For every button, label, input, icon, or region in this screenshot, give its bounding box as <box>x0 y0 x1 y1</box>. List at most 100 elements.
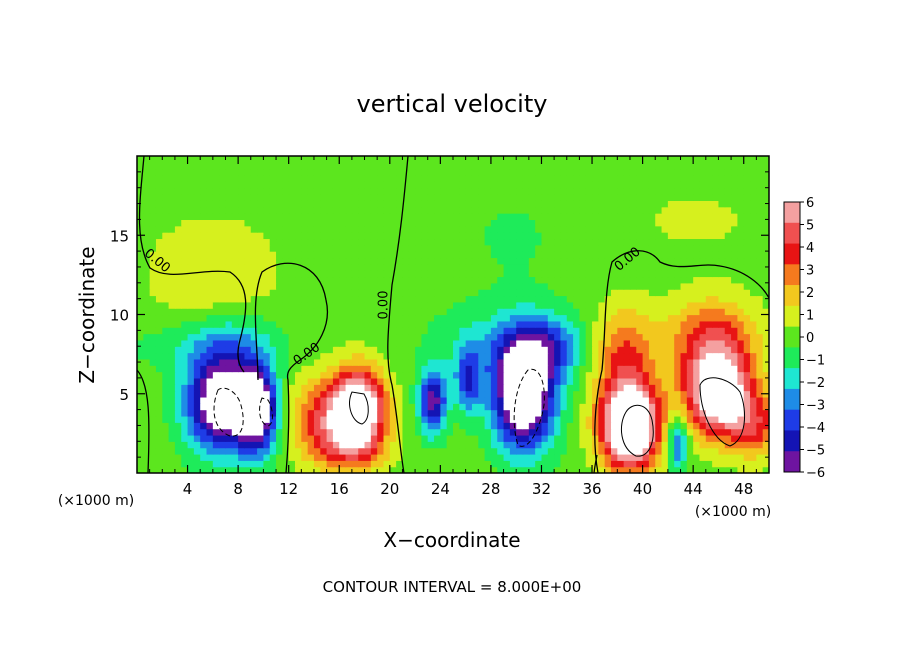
field-cell <box>219 232 227 240</box>
field-cell <box>623 314 631 322</box>
field-cell <box>579 434 587 442</box>
field-cell <box>617 308 625 316</box>
field-cell <box>453 390 460 398</box>
field-cell <box>655 327 663 335</box>
field-cell <box>358 232 366 240</box>
field-cell <box>465 352 473 360</box>
field-cell <box>168 434 176 442</box>
field-cell <box>484 156 492 163</box>
field-cell <box>427 320 435 328</box>
field-cell <box>339 428 347 436</box>
field-cell <box>585 225 593 233</box>
field-cell <box>750 409 757 417</box>
field-cell <box>219 282 227 290</box>
field-cell <box>743 396 751 404</box>
field-cell <box>231 194 239 201</box>
field-cell <box>377 320 385 328</box>
field-cell <box>497 244 505 252</box>
field-cell <box>655 428 663 436</box>
field-cell <box>427 301 435 309</box>
field-cell <box>756 232 764 240</box>
field-cell <box>155 333 163 341</box>
field-cell <box>724 346 732 354</box>
field-cell <box>288 409 296 417</box>
field-cell <box>756 403 764 411</box>
field-cell <box>516 390 524 398</box>
field-cell <box>295 257 302 265</box>
field-cell <box>219 415 227 423</box>
field-cell <box>629 257 637 265</box>
field-cell <box>611 396 618 404</box>
field-cell <box>522 257 530 265</box>
field-cell <box>295 244 302 252</box>
field-cell <box>705 175 713 182</box>
field-cell <box>693 276 701 284</box>
field-cell <box>244 365 252 373</box>
field-cell <box>566 289 574 297</box>
field-cell <box>705 314 713 322</box>
field-cell <box>370 384 378 392</box>
field-cell <box>629 460 637 468</box>
field-cell <box>731 422 738 430</box>
field-cell <box>592 276 599 284</box>
field-cell <box>579 371 587 379</box>
field-cell <box>680 270 688 278</box>
field-cell <box>408 358 416 366</box>
field-cell <box>516 365 524 373</box>
field-cell <box>667 187 675 195</box>
field-cell <box>263 409 271 417</box>
field-cell <box>604 441 612 449</box>
field-cell <box>604 206 612 214</box>
field-cell <box>396 409 404 417</box>
field-cell <box>680 390 688 398</box>
field-cell <box>174 415 182 423</box>
field-cell <box>276 181 283 189</box>
field-cell <box>162 175 170 182</box>
field-cell <box>225 276 233 284</box>
field-cell <box>396 295 404 303</box>
field-cell <box>585 289 593 297</box>
field-cell <box>743 384 751 392</box>
field-cell <box>655 200 663 208</box>
field-cell <box>377 352 385 360</box>
field-cell <box>320 371 328 379</box>
field-cell <box>200 314 208 322</box>
field-cell <box>351 314 359 322</box>
field-cell <box>174 225 182 233</box>
field-cell <box>307 187 315 195</box>
field-cell <box>484 175 492 182</box>
field-cell <box>307 295 315 303</box>
field-cell <box>295 396 302 404</box>
field-cell <box>712 466 720 473</box>
field-cell <box>225 365 233 373</box>
field-cell <box>377 333 385 341</box>
field-cell <box>674 358 682 366</box>
field-cell <box>168 206 176 214</box>
field-cell <box>573 409 580 417</box>
field-cell <box>193 453 201 461</box>
field-cell <box>756 352 764 360</box>
field-cell <box>484 352 492 360</box>
field-cell <box>149 244 157 252</box>
field-cell <box>149 377 157 385</box>
field-cell <box>750 181 757 189</box>
field-cell <box>478 213 486 220</box>
field-cell <box>162 390 170 398</box>
field-cell <box>250 187 258 195</box>
field-cell <box>528 276 536 284</box>
field-cell <box>301 162 309 170</box>
field-cell <box>560 314 568 322</box>
field-cell <box>326 257 334 265</box>
field-cell <box>547 244 555 252</box>
field-cell <box>408 206 416 214</box>
field-cell <box>345 460 353 468</box>
field-cell <box>573 181 580 189</box>
field-cell <box>446 187 454 195</box>
field-cell <box>364 181 372 189</box>
field-cell <box>712 339 720 347</box>
field-cell <box>648 213 656 220</box>
field-cell <box>611 358 618 366</box>
field-cell <box>225 390 233 398</box>
field-cell <box>269 156 277 163</box>
field-cell <box>276 213 283 220</box>
